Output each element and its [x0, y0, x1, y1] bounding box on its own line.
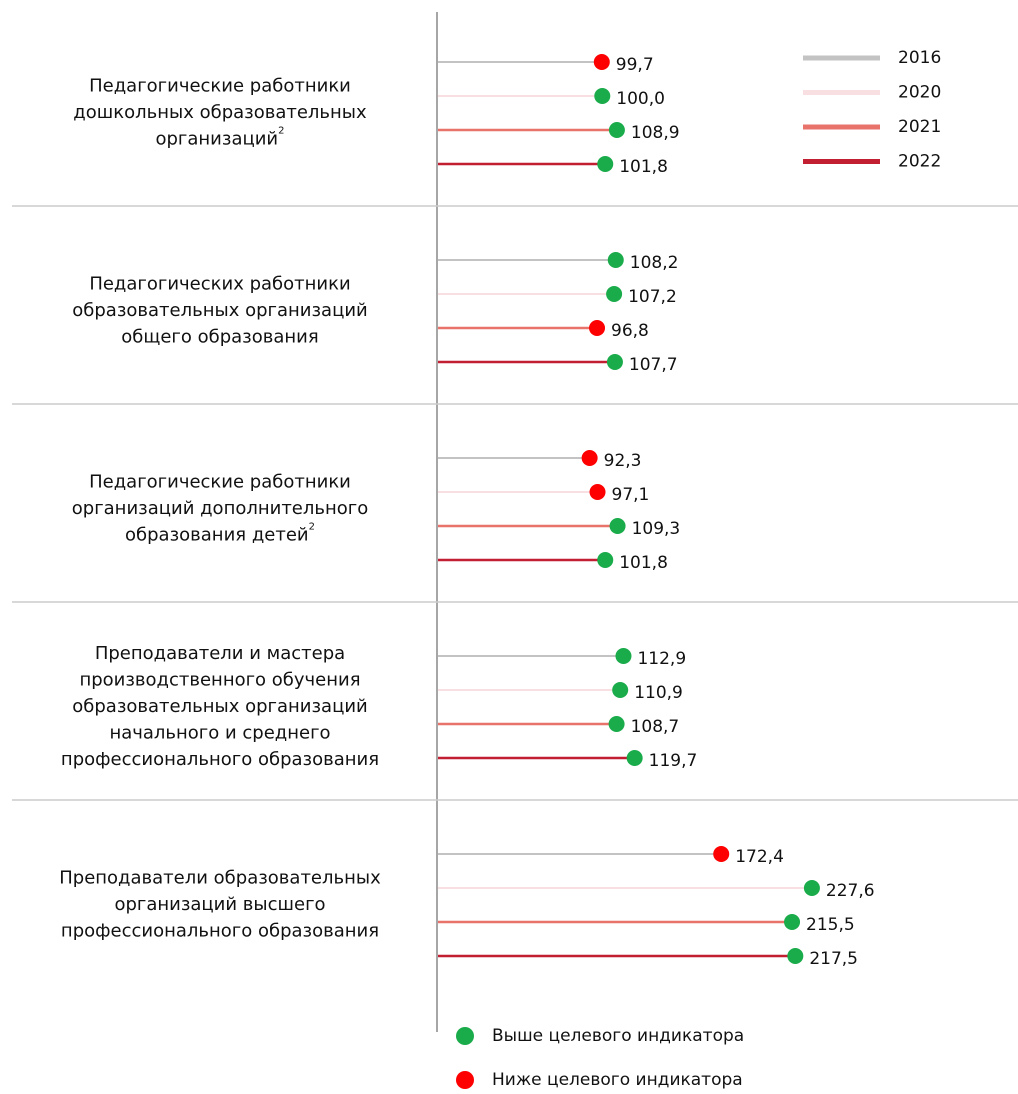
value-label: 107,2 [628, 287, 677, 307]
lollipop-dot [581, 450, 598, 466]
legend-label: Выше целевого индикатора [492, 1026, 744, 1046]
lollipop-dot [609, 518, 626, 534]
value-label: 101,8 [619, 157, 668, 177]
legend-dot [456, 1071, 474, 1089]
footnote-mark: 2 [278, 126, 284, 137]
lollipop-dot [626, 750, 643, 766]
value-label: 112,9 [637, 649, 686, 669]
lollipop-dot [784, 914, 801, 930]
legend-label: Ниже целевого индикатора [492, 1070, 743, 1090]
lollipop-dot [589, 320, 606, 336]
legend-label: 2022 [898, 152, 941, 172]
category-label: Педагогические работники дошкольных образ… [73, 76, 367, 150]
value-label: 108,7 [631, 717, 680, 737]
lollipop-dot [606, 354, 623, 370]
category-line: образования детей2 [125, 522, 315, 546]
value-label: 110,9 [634, 683, 683, 703]
value-label: 217,5 [809, 949, 858, 969]
category-line: организаций дополнительного [72, 498, 369, 519]
lollipop-dot [597, 552, 614, 568]
category-line: Педагогических работники [89, 274, 350, 295]
lollipop-dot [608, 716, 625, 732]
lollipop-dot [597, 156, 614, 172]
legend-label: 2016 [898, 48, 941, 68]
value-label: 119,7 [649, 751, 698, 771]
legend-dot [456, 1027, 474, 1045]
category-line: образовательных организаций [72, 300, 367, 321]
value-label: 215,5 [806, 915, 855, 935]
value-label: 96,8 [611, 321, 649, 341]
category-label: Преподаватели образовательных организаций… [59, 868, 381, 942]
value-label: 100,0 [616, 89, 665, 109]
value-label: 108,2 [630, 253, 679, 273]
legend-label: 2021 [898, 117, 941, 137]
lollipop-dot [593, 54, 610, 70]
lollipop-dot [594, 88, 611, 104]
value-label: 107,7 [629, 355, 678, 375]
lollipop-dot [608, 122, 625, 138]
lollipop-dot [713, 846, 730, 862]
value-label: 108,9 [631, 123, 680, 143]
value-label: 172,4 [735, 847, 784, 867]
category-label: Преподаватели и мастера производственного… [61, 643, 379, 770]
lollipop-dot [615, 648, 632, 664]
category-line: организаций2 [155, 126, 284, 150]
category-line: общего образования [121, 327, 318, 348]
legend-label: 2020 [898, 83, 941, 103]
value-label: 92,3 [604, 451, 642, 471]
value-label: 99,7 [616, 55, 654, 75]
category-line: профессионального образования [61, 921, 379, 942]
value-label: 97,1 [612, 485, 650, 505]
category-line: организаций высшего [114, 894, 325, 915]
lollipop-dot [612, 682, 629, 698]
category-label: Педагогические работники организаций допо… [72, 472, 369, 546]
lollipop-dot [787, 948, 804, 964]
value-label: 101,8 [619, 553, 668, 573]
value-label: 227,6 [826, 881, 875, 901]
category-line: начального и среднего [109, 723, 330, 744]
lollipop-dot [589, 484, 606, 500]
lollipop-dot [803, 880, 820, 896]
footnote-mark: 2 [309, 522, 315, 533]
category-line: Педагогические работники [89, 76, 351, 97]
category-line: производственного обучения [79, 670, 360, 691]
category-line: дошкольных образовательных [73, 102, 367, 123]
lollipop-dot [607, 252, 624, 268]
category-line: профессионального образования [61, 749, 379, 770]
category-line: Преподаватели и мастера [95, 643, 345, 664]
category-label: Педагогических работники образовательных … [72, 274, 367, 348]
category-line: Педагогические работники [89, 472, 351, 493]
lollipop-dot [606, 286, 623, 302]
value-label: 109,3 [632, 519, 681, 539]
category-line: Преподаватели образовательных [59, 868, 381, 889]
category-line: образовательных организаций [72, 696, 367, 717]
